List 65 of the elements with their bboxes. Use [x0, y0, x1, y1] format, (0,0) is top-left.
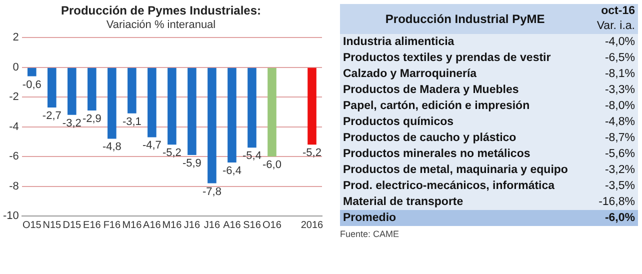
text: -5,6%	[604, 148, 635, 160]
y-tick-label: 0	[12, 61, 19, 74]
x-tick-label: F16	[103, 220, 121, 231]
x-tick-label: M16	[162, 220, 182, 231]
text: oct-16	[600, 4, 635, 19]
data-label: -3,2	[62, 117, 82, 130]
source-note: Fuente: CAME	[340, 229, 400, 239]
x-tick-label: S16	[243, 220, 262, 231]
category-label: Papel, cartón, edición e impresión	[342, 99, 531, 114]
category-label: Calzado y Marroquinería	[342, 67, 478, 82]
y-tick-label: -2	[9, 91, 19, 104]
x-tick-label: 2016	[300, 220, 324, 231]
data-label: -5,9	[182, 158, 202, 170]
data-label: -2,7	[42, 110, 62, 122]
data-label: -3,1	[122, 116, 142, 128]
data-label: -6,0	[262, 159, 282, 172]
text: -3,2%	[604, 164, 635, 176]
x-tick-label: O16	[262, 220, 282, 231]
category-label: Productos de Madera y Muebles	[342, 83, 520, 98]
text: -8,7%	[604, 132, 635, 144]
text: -16,8%	[598, 196, 635, 208]
data-label: -5,2	[302, 147, 322, 160]
chart-title: Producción de Pymes Industriales:	[60, 4, 262, 18]
x-tick-label: J16	[204, 220, 220, 231]
category-label: Productos químicos	[342, 115, 455, 130]
category-label: Promedio	[342, 211, 398, 226]
x-tick-label: D15	[62, 220, 82, 231]
text: -3,3%	[604, 84, 635, 96]
x-tick-label: N15	[42, 220, 62, 231]
x-tick-label: J16	[184, 220, 200, 231]
data-label: -5,2	[162, 147, 182, 160]
category-label: Industria alimenticia	[342, 35, 456, 50]
y-tick-label: -4	[9, 120, 19, 133]
text: -4,0%	[604, 36, 635, 48]
x-tick-label: M16	[122, 220, 142, 231]
data-label: -4,8	[102, 141, 122, 154]
y-tick-label: 2	[12, 32, 19, 44]
data-label: -6,4	[222, 165, 242, 178]
x-tick-label: E16	[83, 220, 102, 231]
data-label: -4,7	[142, 140, 162, 152]
category-label: Productos textiles y prendas de vestir	[342, 51, 552, 66]
text: Var. i.a.	[596, 19, 635, 34]
y-tick-label: -6	[9, 150, 19, 163]
text: Producción Industrial PyME	[384, 11, 546, 28]
x-tick-label: O15	[22, 220, 42, 231]
category-label: Material de transporte	[342, 195, 464, 210]
y-tick-label: -10	[2, 210, 19, 222]
data-label: -0,6	[22, 78, 42, 91]
category-label: Productos de caucho y plástico	[342, 131, 518, 146]
text: -8,0%	[604, 100, 635, 112]
data-label: -5,4	[242, 150, 262, 162]
text: -6,5%	[604, 52, 635, 64]
y-tick-label: -8	[9, 180, 19, 192]
data-label: -2,9	[82, 112, 102, 125]
x-tick-label: A16	[143, 220, 162, 231]
text: -4,8%	[604, 116, 635, 128]
category-label: Productos minerales no metálicos	[342, 147, 532, 162]
text: -3,5%	[604, 180, 635, 192]
data-label: -7,8	[202, 186, 222, 198]
text: -8,1%	[604, 68, 635, 80]
category-label: Productos de metal, maquinaria y equipo	[342, 163, 569, 178]
text: -6,0%	[604, 212, 635, 224]
category-label: Prod. electrico-mecánicos, informática	[342, 179, 556, 194]
x-tick-label: A16	[223, 220, 242, 231]
chart-subtitle: Variación % interanual	[106, 19, 216, 32]
